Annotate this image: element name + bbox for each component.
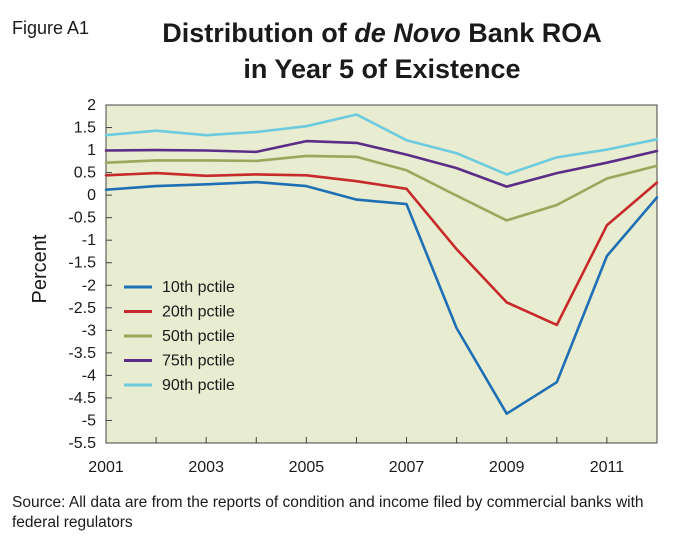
chart-title: Distribution of de Novo Bank ROA — [162, 18, 602, 48]
y-tick-label: -5.5 — [68, 435, 96, 452]
y-tick-label: -2.5 — [68, 300, 96, 317]
title-part1: Distribution of — [162, 18, 354, 48]
series-line-10th — [104, 180, 659, 416]
y-axis: 2 1.5 1 0.5 0 -0.5 -1 -1.5 -2 -2.5 -3 -3.5 -4 -4.5 -5 -… — [68, 97, 112, 452]
y-tick-label: -1.5 — [68, 255, 96, 272]
title-part2: Bank ROA — [461, 18, 602, 48]
y-tick-label: -3 — [82, 322, 96, 339]
y-tick-label: 1.5 — [74, 120, 96, 137]
legend-label: 10th pctile — [162, 279, 235, 296]
x-tick-label: 2009 — [489, 459, 525, 476]
x-tick-label: 2003 — [188, 459, 224, 476]
y-tick-label: 2 — [87, 97, 96, 114]
x-axis: 2001 2003 2005 2007 2009 2011 — [88, 437, 658, 476]
y-tick-label: -3.5 — [68, 345, 96, 362]
source-note: Source: All data are from the reports of… — [12, 494, 644, 531]
series-line-50th — [104, 154, 659, 222]
legend-label: 90th pctile — [162, 377, 235, 394]
y-tick-label: 0 — [87, 187, 96, 204]
y-tick-label: -2 — [82, 277, 96, 294]
chart-subtitle: in Year 5 of Existence — [243, 54, 520, 84]
legend-label: 20th pctile — [162, 304, 235, 321]
figure-label: Figure A1 — [12, 18, 89, 38]
legend-label: 50th pctile — [162, 328, 235, 345]
x-tick-label: 2005 — [289, 459, 325, 476]
series-line-75th — [104, 139, 659, 188]
x-tick-label: 2007 — [389, 459, 425, 476]
y-tick-label: 0.5 — [74, 165, 96, 182]
legend: 10th pctile 20th pctile 50th pctile 75th pc… — [124, 279, 235, 394]
y-tick-label: -1 — [82, 232, 96, 249]
title-italic: de Novo — [354, 18, 461, 48]
y-tick-label: -4.5 — [68, 390, 96, 407]
legend-label: 75th pctile — [162, 353, 235, 370]
y-tick-label: 1 — [87, 142, 96, 159]
y-tick-label: -4 — [82, 367, 96, 384]
x-tick-label: 2001 — [88, 459, 124, 476]
y-axis-label: Percent — [29, 234, 51, 303]
series-lines — [104, 113, 659, 416]
x-tick-label: 2011 — [590, 459, 625, 476]
y-tick-label: -5 — [82, 412, 96, 429]
series-line-90th — [104, 113, 659, 176]
y-tick-label: -0.5 — [68, 210, 96, 227]
series-line-20th — [104, 171, 659, 327]
